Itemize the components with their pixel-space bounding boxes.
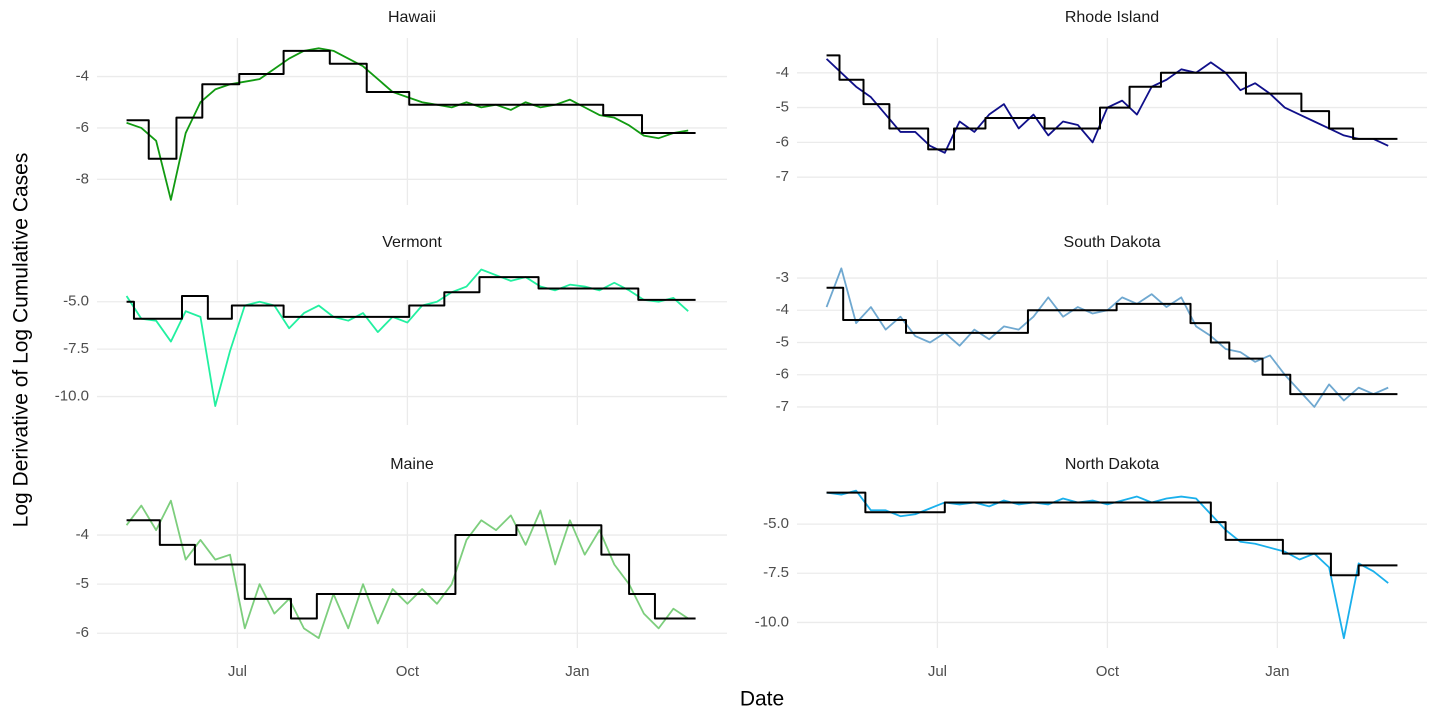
y-tick-label: -6 [76, 119, 89, 136]
panel-title: Rhode Island [1065, 9, 1159, 26]
data-line [125, 499, 689, 640]
y-tick-label: -7 [776, 398, 789, 415]
y-tick-label: -6 [776, 366, 789, 383]
step-line [826, 286, 1398, 396]
step-line [826, 54, 1398, 151]
y-tick-label: -4 [776, 301, 789, 318]
x-tick-label: Oct [396, 663, 420, 680]
panel: North Dakota -10.0 -7.5 -5.0 Jul Oct Jan [755, 456, 1427, 680]
y-tick-label: -10.0 [55, 388, 89, 405]
panel-title: South Dakota [1064, 234, 1161, 251]
step-line [126, 276, 696, 320]
y-tick-label: -6 [76, 624, 89, 641]
y-tick-label: -7.5 [763, 564, 789, 581]
x-tick-label: Jul [228, 663, 247, 680]
y-tick-label: -3 [776, 269, 789, 286]
y-tick-label: -7.5 [63, 340, 89, 357]
step-line [126, 519, 696, 620]
x-tick-label: Jan [1265, 663, 1289, 680]
step-line [826, 491, 1398, 577]
panel-title: Vermont [382, 234, 442, 251]
x-axis-title: Date [740, 688, 784, 711]
panel: Rhode Island -7 -6 -5 -4 [776, 9, 1427, 205]
panel-title: North Dakota [1065, 456, 1159, 473]
y-tick-label: -4 [776, 64, 789, 81]
panel-title: Hawaii [388, 9, 436, 26]
step-line [126, 49, 696, 160]
y-tick-label: -4 [76, 526, 89, 543]
y-tick-label: -5 [76, 575, 89, 592]
y-tick-label: -7 [776, 168, 789, 185]
y-tick-label: -5.0 [763, 515, 789, 532]
x-tick-label: Jul [928, 663, 947, 680]
y-tick-label: -4 [76, 68, 89, 85]
y-tick-label: -5 [776, 333, 789, 350]
data-line [126, 47, 689, 201]
y-tick-label: -8 [76, 170, 89, 187]
x-tick-label: Oct [1096, 663, 1120, 680]
x-tick-label: Jan [565, 663, 589, 680]
panel: Vermont -10.0 -7.5 -5.0 [55, 234, 727, 425]
panel: South Dakota -7 -6 -5 -4 -3 [776, 234, 1427, 425]
panel-title: Maine [390, 456, 434, 473]
y-tick-label: -5 [776, 99, 789, 116]
y-tick-label: -5.0 [63, 293, 89, 310]
panel: Hawaii -8 -6 -4 [76, 9, 727, 205]
y-tick-label: -6 [776, 133, 789, 150]
y-axis-title: Log Derivative of Log Cumulative Cases [10, 153, 33, 528]
y-tick-label: -10.0 [755, 613, 789, 630]
panel: Maine -6 -5 -4 Jul Oct Jan [76, 456, 727, 680]
